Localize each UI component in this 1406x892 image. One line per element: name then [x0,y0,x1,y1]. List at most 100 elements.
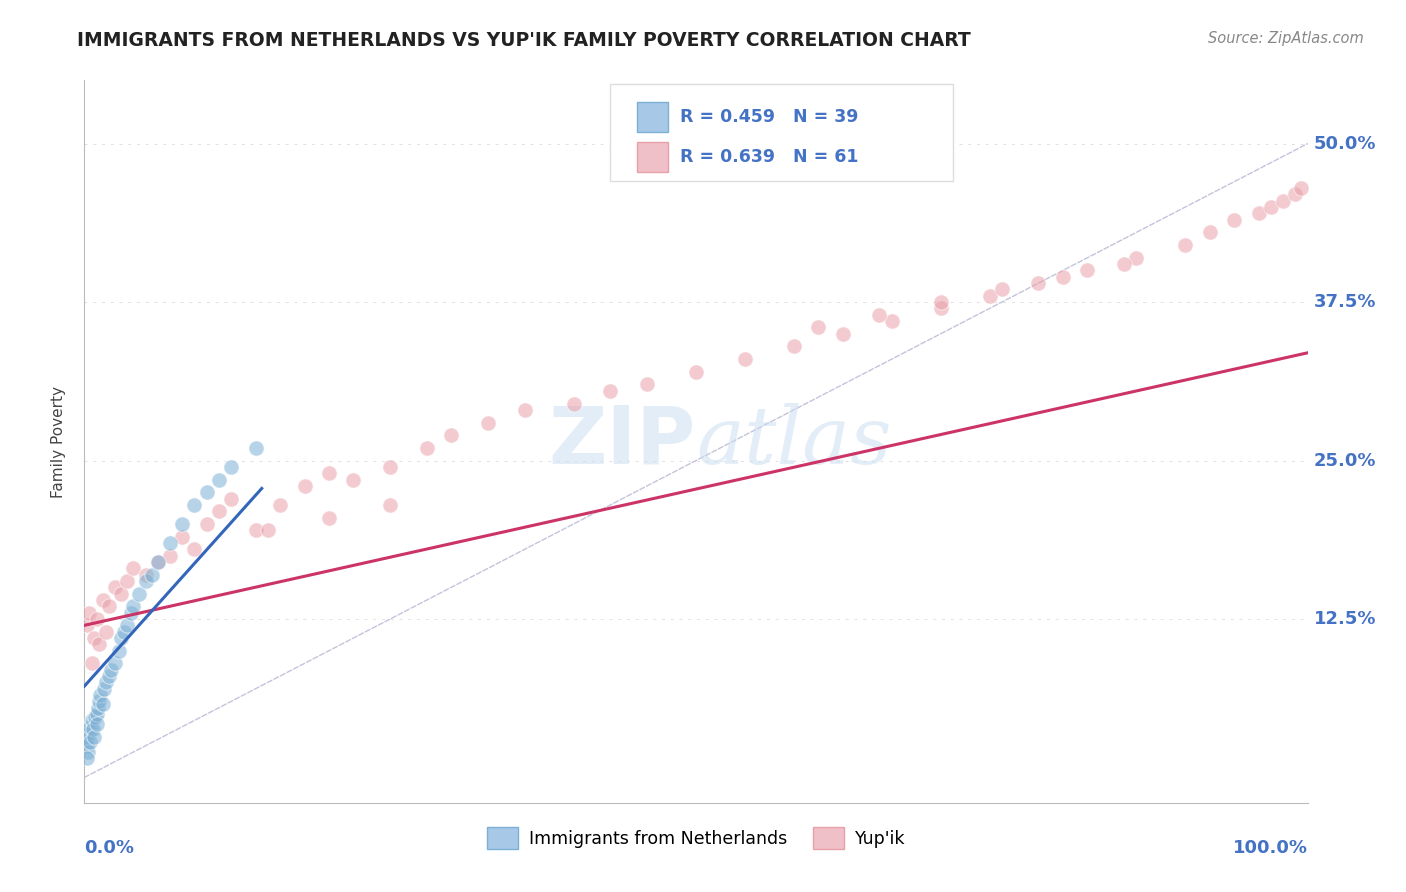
Y-axis label: Family Poverty: Family Poverty [51,385,66,498]
Point [1198,226,1220,240]
Point [91,697,114,711]
Point [979,289,1001,303]
Point [929,295,952,310]
Point [86,707,108,722]
Point [76,739,98,753]
Point [159,549,181,563]
Point [1052,269,1074,284]
Point [1291,181,1313,195]
Point [477,416,499,430]
FancyBboxPatch shape [610,84,953,181]
Point [100,663,122,677]
Text: R = 0.639   N = 61: R = 0.639 N = 61 [681,148,859,166]
Point [104,657,127,671]
Point [991,282,1014,296]
Point [93,681,115,696]
Point [318,467,340,481]
Point [599,384,621,398]
Point [87,700,110,714]
Point [269,498,291,512]
Point [128,587,150,601]
Point [1284,187,1306,202]
Point [783,339,806,353]
Legend: Immigrants from Netherlands, Yup'ik: Immigrants from Netherlands, Yup'ik [479,821,912,855]
Point [1114,257,1136,271]
Point [245,523,267,537]
Point [120,606,142,620]
Point [79,735,101,749]
Text: 25.0%: 25.0% [1313,451,1376,469]
Text: 100.0%: 100.0% [1233,838,1308,857]
Point [135,574,157,588]
Text: 12.5%: 12.5% [1313,610,1376,628]
Point [219,459,242,474]
Point [115,574,138,588]
Text: R = 0.459   N = 39: R = 0.459 N = 39 [681,108,859,126]
Point [84,709,107,723]
Text: 50.0%: 50.0% [1313,135,1376,153]
Point [115,618,138,632]
Point [87,694,110,708]
Point [1260,200,1282,214]
Point [380,498,402,512]
FancyBboxPatch shape [637,142,668,172]
Point [416,441,439,455]
Point [869,308,891,322]
Point [122,561,145,575]
Point [929,301,952,316]
Text: atlas: atlas [696,403,891,480]
Point [97,669,120,683]
Point [112,624,135,639]
Point [83,730,105,744]
Point [91,593,114,607]
Point [183,498,205,512]
Point [104,580,127,594]
Point [172,530,194,544]
Point [183,542,205,557]
Point [318,510,340,524]
Point [86,612,108,626]
Point [219,491,242,506]
Point [562,396,585,410]
Point [1174,238,1197,252]
Point [257,523,280,537]
FancyBboxPatch shape [637,102,668,132]
Point [135,567,157,582]
Point [380,459,402,474]
Point [1223,212,1246,227]
Point [79,720,101,734]
Point [77,606,100,620]
Point [172,516,194,531]
Point [97,599,120,614]
Point [1125,251,1147,265]
Point [80,657,103,671]
Point [86,717,108,731]
Point [76,751,98,765]
Point [110,631,132,645]
Point [342,473,364,487]
Point [76,618,98,632]
Point [96,624,118,639]
Point [75,732,97,747]
Point [513,402,536,417]
Point [1028,276,1050,290]
Point [159,536,181,550]
Point [82,723,104,737]
Point [1272,194,1295,208]
Point [880,314,903,328]
Point [87,637,110,651]
Point [195,516,218,531]
Point [83,631,105,645]
Point [96,675,118,690]
Point [734,352,756,367]
Point [294,479,316,493]
Point [195,485,218,500]
Point [77,745,100,759]
Text: 37.5%: 37.5% [1313,293,1376,311]
Text: IMMIGRANTS FROM NETHERLANDS VS YUP'IK FAMILY POVERTY CORRELATION CHART: IMMIGRANTS FROM NETHERLANDS VS YUP'IK FA… [77,31,972,50]
Point [1076,263,1098,277]
Point [208,504,231,518]
Point [807,320,830,334]
Point [636,377,658,392]
Point [146,555,169,569]
